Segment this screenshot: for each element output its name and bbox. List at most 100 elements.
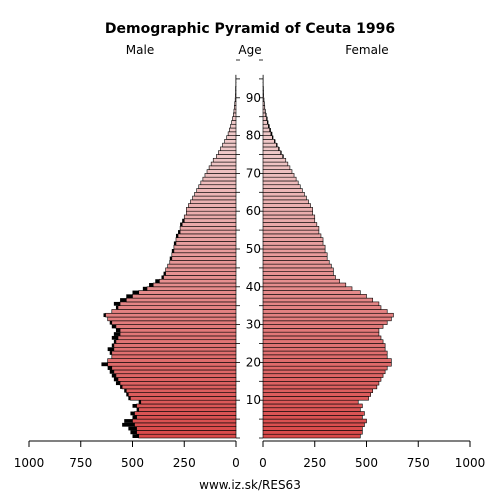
male-excess-age-41 xyxy=(155,279,160,284)
female-x-tick-label-250: 250 xyxy=(303,456,326,470)
male-bar-age-43 xyxy=(165,271,237,276)
female-bar-age-12 xyxy=(262,388,374,393)
female-bar-age-86 xyxy=(262,108,266,114)
male-excess-age-2 xyxy=(128,426,137,431)
female-bar-age-1 xyxy=(262,430,363,435)
female-bar-age-48 xyxy=(262,252,328,257)
male-x-tick-label-750: 750 xyxy=(69,456,92,470)
male-excess-age-6 xyxy=(130,411,135,416)
female-bar-age-44 xyxy=(262,267,334,272)
male-bar-age-0 xyxy=(138,433,237,439)
female-bar-age-21 xyxy=(262,354,388,359)
female-bar-age-19 xyxy=(262,362,392,367)
male-bar-age-69 xyxy=(204,173,237,178)
age-tick-label-90: 90 xyxy=(246,91,261,105)
female-bar-age-53 xyxy=(262,233,322,238)
male-bar-age-33 xyxy=(111,309,237,314)
male-excess-age-0 xyxy=(132,434,139,438)
age-tick-label-60: 60 xyxy=(246,204,261,218)
female-bar-age-64 xyxy=(262,192,305,197)
male-bar-age-41 xyxy=(159,278,237,284)
male-excess-age-27 xyxy=(113,332,121,336)
male-excess-age-7 xyxy=(136,407,139,412)
male-bar-age-30 xyxy=(111,320,237,325)
female-bar-age-20 xyxy=(262,358,392,363)
male-bar-age-52 xyxy=(175,237,237,242)
female-bar-age-25 xyxy=(262,339,384,344)
male-excess-age-49 xyxy=(171,249,174,253)
female-bar-age-81 xyxy=(262,127,270,133)
male-bar-age-48 xyxy=(171,252,237,257)
age-tick-label-70: 70 xyxy=(246,166,261,180)
female-excess-age-77 xyxy=(276,143,278,147)
female-bar-age-23 xyxy=(262,346,386,352)
female-bar-age-88 xyxy=(262,101,265,106)
female-bar-age-77 xyxy=(262,142,277,148)
female-x-tick-label-1000: 1000 xyxy=(455,456,486,470)
female-bar-age-76 xyxy=(262,146,279,152)
male-bar-age-76 xyxy=(220,146,237,152)
female-bar-age-3 xyxy=(262,422,365,427)
female-excess-age-84 xyxy=(266,116,268,121)
bars-group xyxy=(101,74,394,439)
male-bar-age-67 xyxy=(200,180,237,186)
male-bar-age-38 xyxy=(138,290,237,295)
female-bar-age-57 xyxy=(262,218,316,223)
female-bar-age-2 xyxy=(262,426,363,431)
male-bar-age-18 xyxy=(111,365,237,371)
female-bar-age-68 xyxy=(262,176,297,182)
female-excess-age-74 xyxy=(282,154,284,159)
male-bar-age-78 xyxy=(224,139,237,144)
female-excess-age-83 xyxy=(267,120,269,125)
female-bar-age-32 xyxy=(262,312,394,318)
female-bar-age-41 xyxy=(262,278,340,284)
male-x-tick-label-500: 500 xyxy=(121,456,144,470)
male-bar-age-7 xyxy=(138,407,237,412)
male-excess-age-38 xyxy=(132,290,139,295)
female-bar-age-66 xyxy=(262,184,301,189)
female-bar-age-15 xyxy=(262,377,382,382)
male-bar-age-61 xyxy=(188,203,237,208)
male-bar-age-2 xyxy=(136,426,237,431)
male-bar-age-17 xyxy=(113,369,237,375)
female-bar-age-49 xyxy=(262,248,326,254)
male-excess-age-56 xyxy=(180,222,183,227)
female-excess-age-80 xyxy=(270,131,273,136)
female-bar-age-40 xyxy=(262,282,347,288)
female-bar-age-65 xyxy=(262,188,303,193)
female-bar-age-35 xyxy=(262,301,380,307)
male-bar-age-44 xyxy=(165,267,237,272)
female-bar-age-38 xyxy=(262,290,361,295)
female-bar-age-56 xyxy=(262,222,318,227)
male-bar-age-12 xyxy=(125,388,237,393)
male-bar-age-29 xyxy=(115,324,237,329)
male-bar-age-73 xyxy=(212,157,237,163)
female-bar-age-82 xyxy=(262,123,269,129)
male-bar-age-83 xyxy=(231,120,237,125)
male-bar-age-16 xyxy=(115,373,237,378)
female-bar-age-9 xyxy=(262,399,359,405)
female-bar-age-11 xyxy=(262,392,371,397)
female-bar-age-46 xyxy=(262,260,330,265)
male-bar-age-31 xyxy=(107,316,237,322)
male-excess-age-26 xyxy=(111,335,119,340)
female-bar-age-28 xyxy=(262,328,380,333)
female-bar-age-70 xyxy=(262,169,293,174)
male-excess-age-17 xyxy=(109,369,114,374)
male-bar-age-4 xyxy=(132,418,237,424)
female-bar-age-73 xyxy=(262,157,287,163)
male-excess-age-22 xyxy=(109,351,112,355)
female-bar-age-80 xyxy=(262,131,272,136)
female-bar-age-31 xyxy=(262,316,392,322)
female-bar-age-27 xyxy=(262,331,380,337)
female-bar-age-79 xyxy=(262,135,273,140)
male-bar-age-6 xyxy=(134,411,237,416)
male-bar-age-26 xyxy=(117,335,237,341)
female-bar-age-29 xyxy=(262,324,384,329)
male-excess-age-32 xyxy=(103,313,106,318)
male-bar-age-5 xyxy=(136,415,237,420)
male-x-tick-label-1000: 1000 xyxy=(14,456,45,470)
male-bar-age-39 xyxy=(146,286,237,291)
female-bar-age-18 xyxy=(262,365,388,371)
